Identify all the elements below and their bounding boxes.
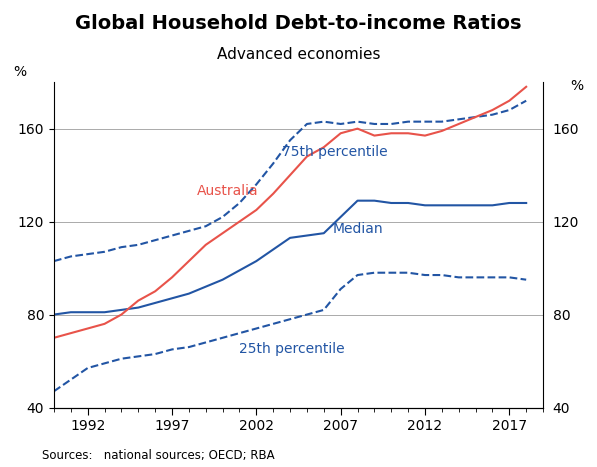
- Y-axis label: %: %: [571, 79, 584, 93]
- Text: 75th percentile: 75th percentile: [282, 145, 387, 159]
- Y-axis label: %: %: [13, 65, 26, 79]
- Text: Advanced economies: Advanced economies: [217, 47, 380, 62]
- Text: Australia: Australia: [197, 184, 259, 198]
- Text: Median: Median: [333, 221, 383, 235]
- Text: 25th percentile: 25th percentile: [239, 342, 345, 356]
- Text: Sources:   national sources; OECD; RBA: Sources: national sources; OECD; RBA: [42, 449, 275, 462]
- Text: Global Household Debt-to-income Ratios: Global Household Debt-to-income Ratios: [75, 14, 522, 33]
